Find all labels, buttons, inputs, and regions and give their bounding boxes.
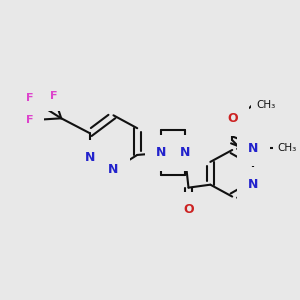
- Text: O: O: [227, 112, 238, 125]
- Text: CH₃: CH₃: [256, 100, 275, 110]
- Text: F: F: [26, 115, 34, 125]
- Text: N: N: [248, 178, 258, 191]
- Text: F: F: [26, 94, 34, 103]
- Text: N: N: [85, 152, 95, 164]
- Text: N: N: [179, 146, 190, 160]
- Text: N: N: [156, 146, 166, 160]
- Text: CH₃: CH₃: [278, 143, 297, 153]
- Text: methoxy: methoxy: [250, 105, 256, 106]
- Text: F: F: [50, 91, 57, 100]
- Text: N: N: [248, 142, 258, 154]
- Text: O: O: [183, 203, 194, 216]
- Text: N: N: [108, 163, 119, 176]
